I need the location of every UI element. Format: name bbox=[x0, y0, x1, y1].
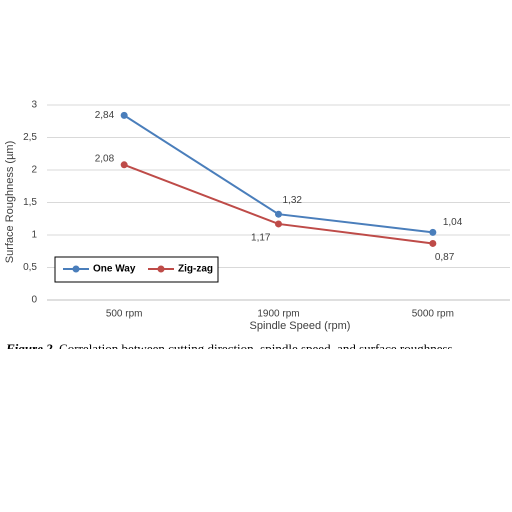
x-tick-label: 500 rpm bbox=[106, 309, 143, 320]
y-tick-label: 1 bbox=[31, 230, 37, 241]
x-tick-label: 1900 rpm bbox=[257, 309, 299, 320]
data-label: 1,32 bbox=[283, 195, 303, 206]
y-tick-label: 3 bbox=[31, 100, 37, 111]
point bbox=[429, 239, 437, 247]
x-tick-label: 5000 rpm bbox=[412, 309, 454, 320]
series-line bbox=[123, 163, 433, 245]
legend-label: One Way bbox=[93, 264, 136, 275]
legend-marker bbox=[72, 265, 80, 273]
data-label: 1,04 bbox=[443, 217, 463, 228]
legend: One Way Zig-zag bbox=[54, 256, 219, 283]
x-axis-title: Spindle Speed (rpm) bbox=[250, 320, 351, 332]
point bbox=[275, 220, 282, 228]
point bbox=[120, 111, 128, 119]
point bbox=[429, 228, 437, 236]
legend-box bbox=[54, 256, 219, 283]
y-tick-label: 0,5 bbox=[23, 262, 37, 273]
data-label: 0,87 bbox=[435, 252, 455, 263]
point bbox=[275, 210, 282, 218]
caption-text: Correlation between cutting direction, s… bbox=[59, 341, 453, 349]
y-tick-label: 0 bbox=[31, 295, 37, 306]
caption: Figure 2. Correlation between cutting di… bbox=[6, 340, 512, 349]
data-label: 2,84 bbox=[95, 110, 115, 121]
legend-label: Zig-zag bbox=[178, 264, 213, 275]
y-axis-title: Surface Roughness (µm) bbox=[4, 141, 16, 264]
data-label: 1,17 bbox=[251, 233, 271, 244]
legend-marker bbox=[157, 265, 165, 273]
y-tick-label: 2,5 bbox=[23, 132, 37, 143]
chart: Spindle Speed (rpm) Surface Roughness (µ… bbox=[4, 100, 510, 332]
y-tick-label: 2 bbox=[31, 165, 37, 176]
data-label: 2,08 bbox=[95, 153, 115, 164]
y-tick-label: 1,5 bbox=[23, 197, 37, 208]
caption-label: Figure 2. bbox=[6, 341, 56, 349]
point bbox=[120, 161, 128, 169]
